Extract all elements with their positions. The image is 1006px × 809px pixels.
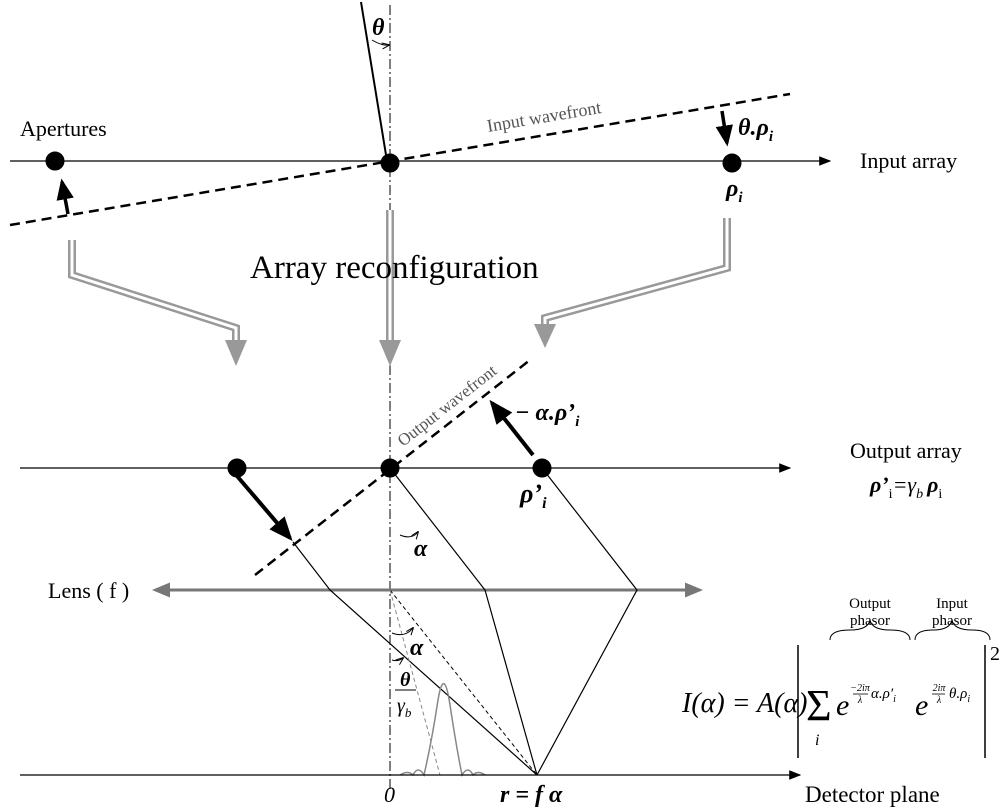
label: α — [414, 536, 428, 562]
formula-power: 2 — [990, 643, 1000, 665]
label-main: =γ — [893, 472, 918, 497]
formula-sum: Σ — [806, 681, 832, 730]
formula-exp: λ — [857, 695, 863, 706]
label: θ.ρi — [738, 115, 774, 145]
label-sub: i — [542, 495, 547, 512]
brace — [914, 619, 991, 641]
chief-ray — [389, 589, 538, 776]
label-main: θ.ρ — [738, 115, 769, 141]
label-sub: b — [916, 487, 923, 502]
formula-lhs: I(α) = A(α) — [681, 688, 808, 719]
label: γb — [397, 695, 412, 720]
label-sub: i — [738, 190, 743, 206]
ray — [292, 541, 538, 776]
brace-label: Output — [849, 596, 892, 612]
label: ρ’i — [519, 479, 547, 512]
aperture-arrow — [56, 178, 74, 215]
label: ρi — [725, 176, 743, 206]
incident-direction — [360, 1, 388, 162]
label: 0 — [384, 782, 395, 807]
aperture — [45, 151, 65, 171]
label-sub: i — [575, 414, 580, 430]
label-main: − α.ρ’ — [515, 400, 575, 426]
ray — [536, 467, 638, 776]
label-sub: i — [938, 487, 942, 502]
label-main: ρ’ — [869, 472, 889, 497]
brace-label: phasor — [850, 613, 890, 629]
formula-index: i — [815, 732, 819, 749]
formula-exp-main: θ.ρ — [949, 686, 967, 702]
formula-base: e — [915, 689, 928, 722]
reconfiguration-arrows — [68, 210, 731, 366]
formula-exp-main: α.ρ′ — [871, 686, 894, 702]
label: Input wavefront — [485, 97, 602, 136]
brace-label: Input — [936, 596, 968, 612]
label: Output array — [850, 438, 962, 463]
theta-arc — [391, 658, 403, 661]
alpha-arc — [391, 628, 413, 635]
theta-arc — [371, 39, 389, 45]
brace-label: phasor — [932, 613, 972, 629]
label-sub: i — [889, 487, 893, 502]
formula-exp: α.ρ′i — [871, 686, 896, 705]
formula-exp: −2iπ — [850, 683, 871, 694]
phase-arrow — [489, 399, 535, 457]
phase-arrow — [235, 474, 293, 542]
ray — [389, 467, 538, 776]
brace — [829, 619, 911, 641]
input-direction-ray — [389, 589, 441, 776]
aperture — [722, 153, 742, 173]
aperture — [227, 458, 247, 478]
formula-exp: 2iπ — [933, 683, 947, 694]
label: Input array — [860, 148, 957, 173]
formula-exp-sub: i — [893, 694, 896, 705]
alpha-arc — [399, 532, 418, 537]
input-wavefront — [9, 92, 791, 227]
label-main: ρ’ — [519, 479, 542, 508]
psf-curve — [399, 683, 486, 778]
aperture — [380, 153, 400, 173]
label-sub: b — [405, 705, 412, 720]
label-main: ρ — [725, 176, 738, 202]
delay-arrow — [715, 110, 733, 147]
label: Detector plane — [805, 782, 940, 807]
label: − α.ρ’i — [515, 400, 580, 430]
formula: Output phasor Input phasor I(α) = A(α) Σ… — [681, 596, 1000, 749]
formula-exp: λ — [936, 695, 942, 706]
label: θ — [372, 15, 385, 41]
label: α — [410, 635, 424, 661]
aperture — [380, 458, 400, 478]
formula-exp-sub: i — [967, 694, 970, 705]
label: r = f α — [500, 782, 563, 808]
label-main: γ — [397, 695, 406, 717]
label-sub: i — [769, 129, 774, 145]
aperture — [532, 458, 552, 478]
label: ρ’i=γb ρi — [869, 472, 942, 502]
formula-base: e — [836, 689, 849, 722]
formula-exp: θ.ρi — [949, 686, 970, 705]
label: Lens ( f ) — [48, 578, 129, 603]
label: Array reconfiguration — [250, 250, 539, 286]
label-main: ρ — [926, 472, 938, 497]
geometry — [9, 1, 991, 790]
label: Apertures — [20, 116, 107, 141]
label: θ — [400, 669, 411, 691]
label: Output wavefront — [394, 361, 501, 450]
output-wavefront — [254, 359, 531, 576]
